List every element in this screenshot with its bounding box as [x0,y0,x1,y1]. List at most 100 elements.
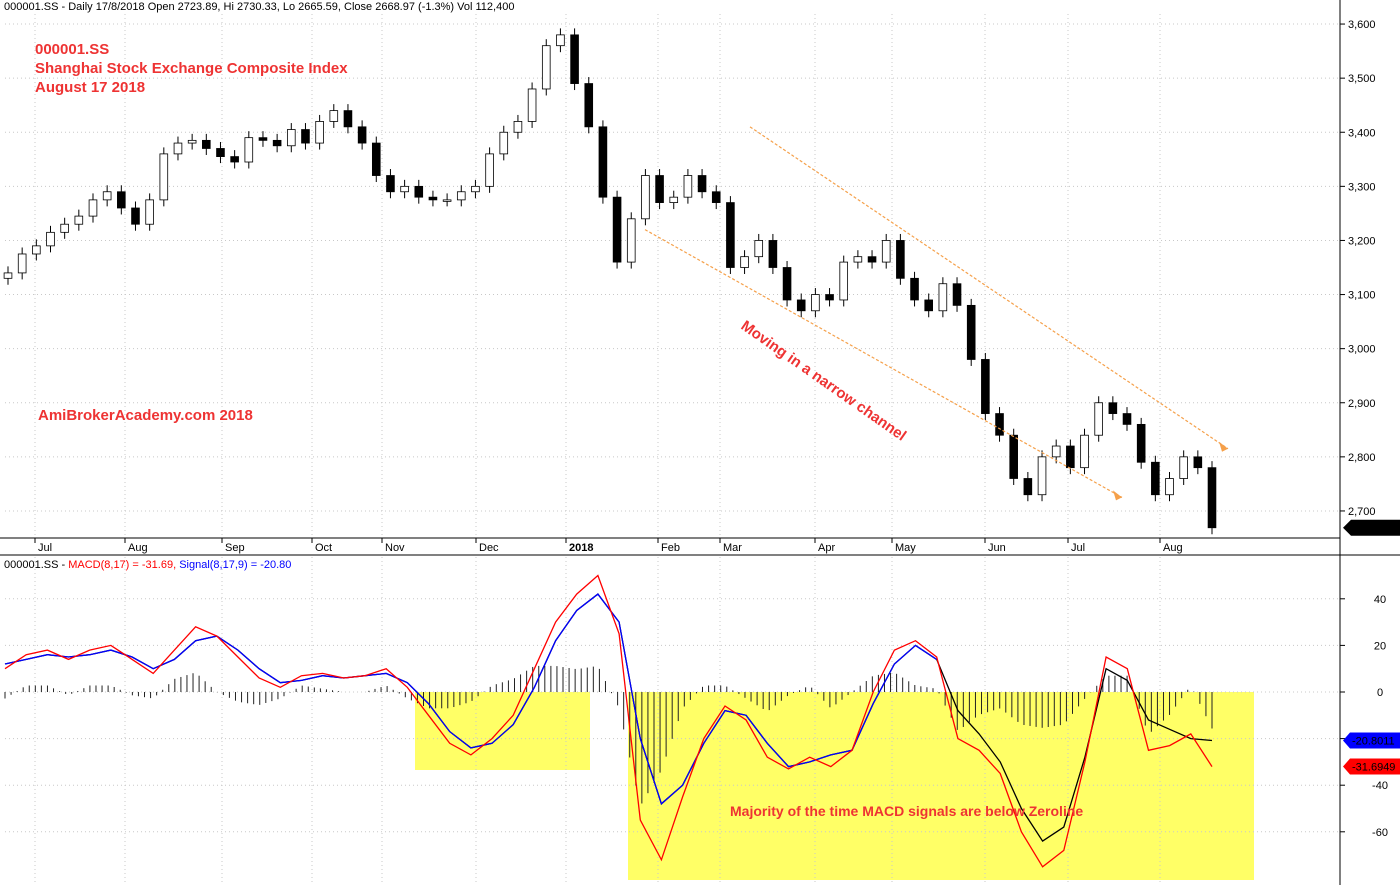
y-tick-label: 2,800 [1348,452,1376,464]
candle-body [541,45,551,90]
candle-body [1080,434,1089,469]
channel-upper-arrow [1219,441,1228,452]
x-tick-label: Aug [128,542,148,554]
candle-body [655,175,664,203]
candle-body [570,34,579,84]
price-header: 000001.SS - Daily 17/8/2018 Open 2723.89… [4,1,514,13]
candle-body [513,121,523,133]
candle-body [612,196,622,263]
y-tick-label: 2,900 [1348,398,1376,410]
candle-body [216,148,225,157]
y-tick-label: 2,700 [1348,506,1376,518]
candle-body [697,175,707,193]
candle-body [485,153,494,187]
annotation-index-name: Shanghai Stock Exchange Composite Index [35,60,348,77]
candle-body [1108,402,1118,414]
candle-body [1165,478,1174,496]
candle-body [811,294,820,312]
y-tick-label: 3,100 [1348,290,1376,302]
candle-body [60,223,69,233]
macd-y-tick-label: -40 [1372,780,1388,792]
candle-body [527,88,537,122]
candle-body [88,199,98,217]
candle-body [1122,413,1132,425]
candle-body [244,137,254,163]
candle-body [896,240,905,279]
candle-body [32,245,41,255]
candle-body [1023,478,1033,496]
x-tick-label: 2018 [569,542,593,554]
macd-y-tick-label: 40 [1374,594,1386,606]
candle-body [499,131,509,155]
candle-body [187,139,197,144]
highlight-box-2018 [628,692,1254,880]
candle-body [329,110,339,122]
candle-body [966,304,976,360]
candle-body [598,126,608,198]
highlight-box-dec [415,692,590,770]
candle-body [556,34,565,47]
y-tick-label: 3,300 [1348,181,1376,193]
candle-body [952,283,962,306]
candle-body [839,261,849,301]
candle-body [159,153,169,201]
macd-header-prefix: 000001.SS - [4,559,68,571]
macd-value-marker [1343,758,1400,775]
candle-body [315,121,324,144]
y-tick-label: 3,200 [1348,235,1376,247]
macd-y-tick-label: -60 [1372,827,1388,839]
candle-body [1136,423,1146,463]
annotation-macd-note: Majority of the time MACD signals are be… [730,803,1083,819]
candle-body [584,83,594,128]
x-tick-label: Sep [225,542,245,554]
candle-body [726,202,735,268]
channel-lower-line [644,229,1123,498]
x-tick-label: Jun [988,542,1006,554]
candle-body [669,196,679,203]
candle-body [357,126,367,144]
candle-body [343,110,353,128]
macd-histogram [4,665,1213,804]
candle-body [1009,434,1018,479]
x-tick-label: May [895,542,916,554]
candlesticks [3,28,1217,535]
x-tick-label: Jul [38,542,52,554]
x-tick-label: Nov [385,542,405,554]
annotation-date: August 17 2018 [35,79,145,96]
candle-body [1066,445,1075,469]
y-tick-label: 3,500 [1348,73,1376,85]
candle-body [881,240,891,263]
candle-body [173,142,183,155]
x-tick-label: Oct [315,542,332,554]
y-tick-label: 3,600 [1348,19,1376,31]
candle-body [1037,456,1047,496]
candle-body [230,156,239,163]
candle-body [910,277,919,301]
candle-body [74,215,84,225]
candle-body [740,256,749,268]
candle-body [867,256,877,263]
candle-body [1151,461,1160,496]
candle-body [711,191,721,203]
last-close-label: 2,668.97 [1352,523,1395,535]
candle-body [442,199,452,202]
candle-body [641,175,650,220]
candle-body [400,185,409,193]
signal-value-label: -20.8011 [1352,735,1395,747]
candle-body [938,283,948,312]
candle-body [386,175,395,193]
candle-body [371,142,381,176]
candle-body [272,139,282,147]
candle-body [683,175,693,198]
candle-body [414,185,424,198]
candle-body [1179,456,1188,479]
macd-header-label: MACD(8,17) = -31.69, [68,559,179,571]
candle-body [3,272,13,279]
candle-body [754,240,764,258]
candle-body [428,196,438,201]
annotation-ticker: 000001.SS [35,41,109,58]
candle-body [1051,445,1061,458]
candle-body [1207,467,1217,529]
macd-y-tick-label: 20 [1374,640,1386,652]
